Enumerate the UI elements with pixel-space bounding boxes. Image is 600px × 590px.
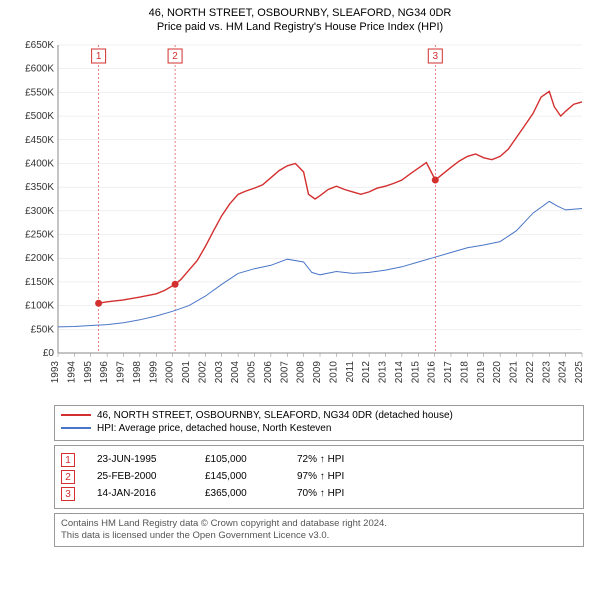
svg-text:2016: 2016 <box>427 360 438 383</box>
svg-text:£350K: £350K <box>25 182 54 193</box>
legend-series1-label: 46, NORTH STREET, OSBOURNBY, SLEAFORD, N… <box>97 410 453 421</box>
svg-text:2025: 2025 <box>574 360 585 383</box>
svg-text:£50K: £50K <box>31 324 55 335</box>
legend-swatch-blue <box>61 427 91 429</box>
event-pct: 70% ↑ HPI <box>297 488 344 499</box>
svg-text:1995: 1995 <box>83 360 94 383</box>
svg-text:£300K: £300K <box>25 205 54 216</box>
svg-text:£0: £0 <box>43 348 55 359</box>
legend-row-1: 46, NORTH STREET, OSBOURNBY, SLEAFORD, N… <box>61 410 577 421</box>
svg-text:3: 3 <box>432 51 438 62</box>
chart-area: £0 £50K £100K £150K £200K £250K £300K £350K £400… <box>10 39 590 399</box>
event-date: 23-JUN-1995 <box>97 454 183 465</box>
event-price: £105,000 <box>205 454 275 465</box>
event-price: £365,000 <box>205 488 275 499</box>
legend: 46, NORTH STREET, OSBOURNBY, SLEAFORD, N… <box>54 405 584 441</box>
svg-text:2017: 2017 <box>443 360 454 383</box>
svg-text:2: 2 <box>172 51 178 62</box>
svg-text:2008: 2008 <box>296 360 307 383</box>
svg-text:£100K: £100K <box>25 300 54 311</box>
svg-text:2010: 2010 <box>328 360 339 383</box>
svg-text:2005: 2005 <box>247 360 258 383</box>
event-row: 2 25-FEB-2000 £145,000 97% ↑ HPI <box>61 470 577 484</box>
svg-text:2018: 2018 <box>459 360 470 383</box>
svg-text:2013: 2013 <box>378 360 389 383</box>
svg-text:2002: 2002 <box>197 360 208 383</box>
svg-text:2022: 2022 <box>525 360 536 383</box>
svg-text:£450K: £450K <box>25 134 54 145</box>
svg-text:1993: 1993 <box>50 360 61 383</box>
svg-text:2024: 2024 <box>558 360 569 383</box>
event-row: 3 14-JAN-2016 £365,000 70% ↑ HPI <box>61 487 577 501</box>
legend-swatch-red <box>61 414 91 416</box>
event-row: 1 23-JUN-1995 £105,000 72% ↑ HPI <box>61 453 577 467</box>
svg-text:2021: 2021 <box>509 360 520 383</box>
svg-text:£400K: £400K <box>25 158 54 169</box>
title-line2: Price paid vs. HM Land Registry's House … <box>10 20 590 34</box>
event-pct: 72% ↑ HPI <box>297 454 344 465</box>
event-price: £145,000 <box>205 471 275 482</box>
svg-text:2000: 2000 <box>165 360 176 383</box>
footnote: Contains HM Land Registry data © Crown c… <box>54 513 584 548</box>
svg-text:2001: 2001 <box>181 360 192 383</box>
event-num-box: 3 <box>61 487 75 501</box>
event-date: 25-FEB-2000 <box>97 471 183 482</box>
svg-text:2004: 2004 <box>230 360 241 383</box>
svg-text:£250K: £250K <box>25 229 54 240</box>
title-line1: 46, NORTH STREET, OSBOURNBY, SLEAFORD, N… <box>10 6 590 20</box>
price-paid-series-line <box>99 91 582 303</box>
events-table: 1 23-JUN-1995 £105,000 72% ↑ HPI 2 25-FE… <box>54 445 584 509</box>
svg-text:1999: 1999 <box>148 360 159 383</box>
svg-text:2023: 2023 <box>541 360 552 383</box>
svg-text:£600K: £600K <box>25 63 54 74</box>
legend-row-2: HPI: Average price, detached house, Nort… <box>61 423 577 434</box>
svg-text:£500K: £500K <box>25 111 54 122</box>
svg-text:£650K: £650K <box>25 40 54 51</box>
svg-text:1: 1 <box>96 51 102 62</box>
svg-text:£200K: £200K <box>25 253 54 264</box>
event-pct: 97% ↑ HPI <box>297 471 344 482</box>
svg-text:1997: 1997 <box>116 360 127 383</box>
svg-text:2007: 2007 <box>279 360 290 383</box>
footnote-line1: Contains HM Land Registry data © Crown c… <box>61 518 577 530</box>
footnote-line2: This data is licensed under the Open Gov… <box>61 530 577 542</box>
svg-text:1994: 1994 <box>66 360 77 383</box>
event-num-box: 2 <box>61 470 75 484</box>
svg-text:2011: 2011 <box>345 360 356 382</box>
svg-text:1998: 1998 <box>132 360 143 383</box>
chart-title-block: 46, NORTH STREET, OSBOURNBY, SLEAFORD, N… <box>10 6 590 35</box>
svg-text:2009: 2009 <box>312 360 323 383</box>
svg-text:2006: 2006 <box>263 360 274 383</box>
svg-text:2014: 2014 <box>394 360 405 383</box>
price-chart-svg: £0 £50K £100K £150K £200K £250K £300K £350K £400… <box>10 39 590 399</box>
legend-series2-label: HPI: Average price, detached house, Nort… <box>97 423 331 434</box>
svg-text:2019: 2019 <box>476 360 487 383</box>
svg-text:2012: 2012 <box>361 360 372 383</box>
hpi-series-line <box>58 201 582 327</box>
svg-text:2003: 2003 <box>214 360 225 383</box>
svg-text:2020: 2020 <box>492 360 503 383</box>
svg-text:£550K: £550K <box>25 87 54 98</box>
svg-text:1996: 1996 <box>99 360 110 383</box>
event-num-box: 1 <box>61 453 75 467</box>
event-date: 14-JAN-2016 <box>97 488 183 499</box>
svg-text:£150K: £150K <box>25 277 54 288</box>
svg-text:2015: 2015 <box>410 360 421 383</box>
